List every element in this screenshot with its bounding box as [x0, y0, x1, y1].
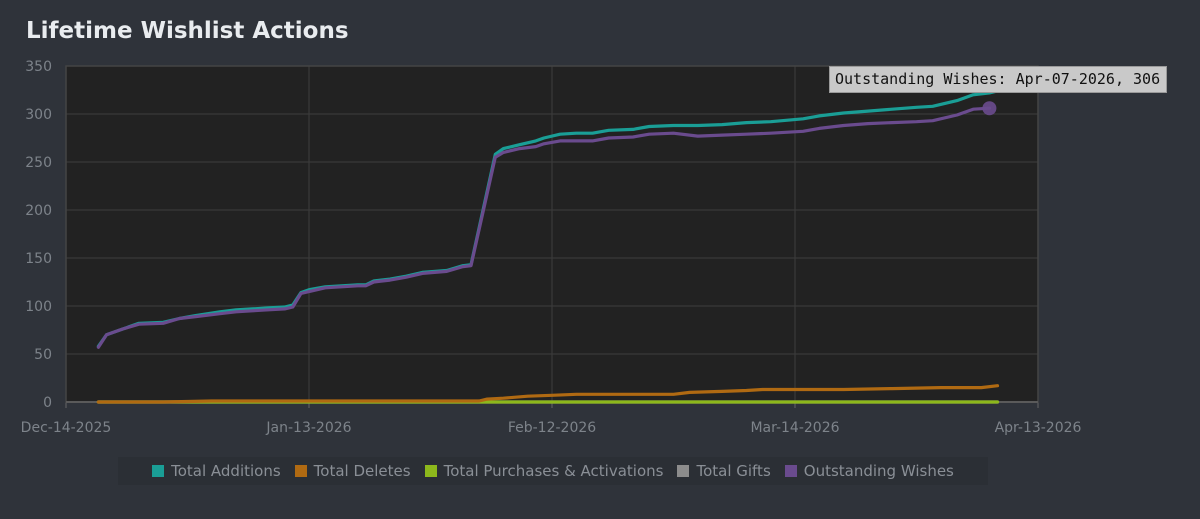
y-tick-label: 50 [34, 347, 52, 363]
x-tick-label: Dec-14-2025 [21, 420, 112, 436]
highlight-point [982, 101, 997, 116]
chart-title: Lifetime Wishlist Actions [26, 18, 349, 44]
legend-label-total-gifts: Total Gifts [696, 462, 771, 480]
legend-label-total-purchases: Total Purchases & Activations [443, 462, 664, 480]
x-tick-label: Apr-13-2026 [995, 420, 1082, 436]
series-line-total-deletes [96, 384, 1000, 404]
legend-item-total-additions[interactable]: Total Additions [152, 462, 281, 480]
x-tick-label: Feb-12-2026 [508, 420, 596, 436]
legend-label-outstanding-wishes: Outstanding Wishes [803, 462, 954, 480]
legend-label-total-deletes: Total Deletes [313, 462, 411, 480]
y-tick-label: 0 [43, 395, 52, 411]
chart-legend: Total Additions Total Deletes Total Purc… [118, 457, 988, 485]
x-tick-label: Jan-13-2026 [265, 420, 351, 436]
legend-label-total-additions: Total Additions [171, 462, 281, 480]
y-tick-label: 350 [25, 59, 52, 75]
y-tick-label: 100 [25, 299, 52, 315]
legend-swatch-total-purchases [424, 465, 437, 477]
y-tick-label: 150 [25, 251, 52, 267]
legend-item-total-deletes[interactable]: Total Deletes [294, 462, 411, 480]
x-tick-label: Mar-14-2026 [750, 420, 839, 436]
legend-item-total-purchases[interactable]: Total Purchases & Activations [424, 462, 664, 480]
series-line-total-additions [96, 89, 1000, 348]
legend-swatch-total-additions [152, 465, 165, 477]
chart-tooltip: Outstanding Wishes: Apr-07-2026, 306 [829, 66, 1168, 93]
y-tick-label: 300 [25, 107, 52, 123]
legend-item-total-gifts[interactable]: Total Gifts [677, 462, 771, 480]
legend-swatch-total-deletes [294, 465, 307, 477]
legend-swatch-total-gifts [677, 465, 690, 477]
legend-item-outstanding-wishes[interactable]: Outstanding Wishes [784, 462, 954, 480]
y-tick-label: 200 [25, 203, 52, 219]
y-tick-label: 250 [25, 155, 52, 171]
series-line-outstanding-wishes [96, 106, 991, 349]
legend-swatch-outstanding-wishes [784, 465, 797, 477]
